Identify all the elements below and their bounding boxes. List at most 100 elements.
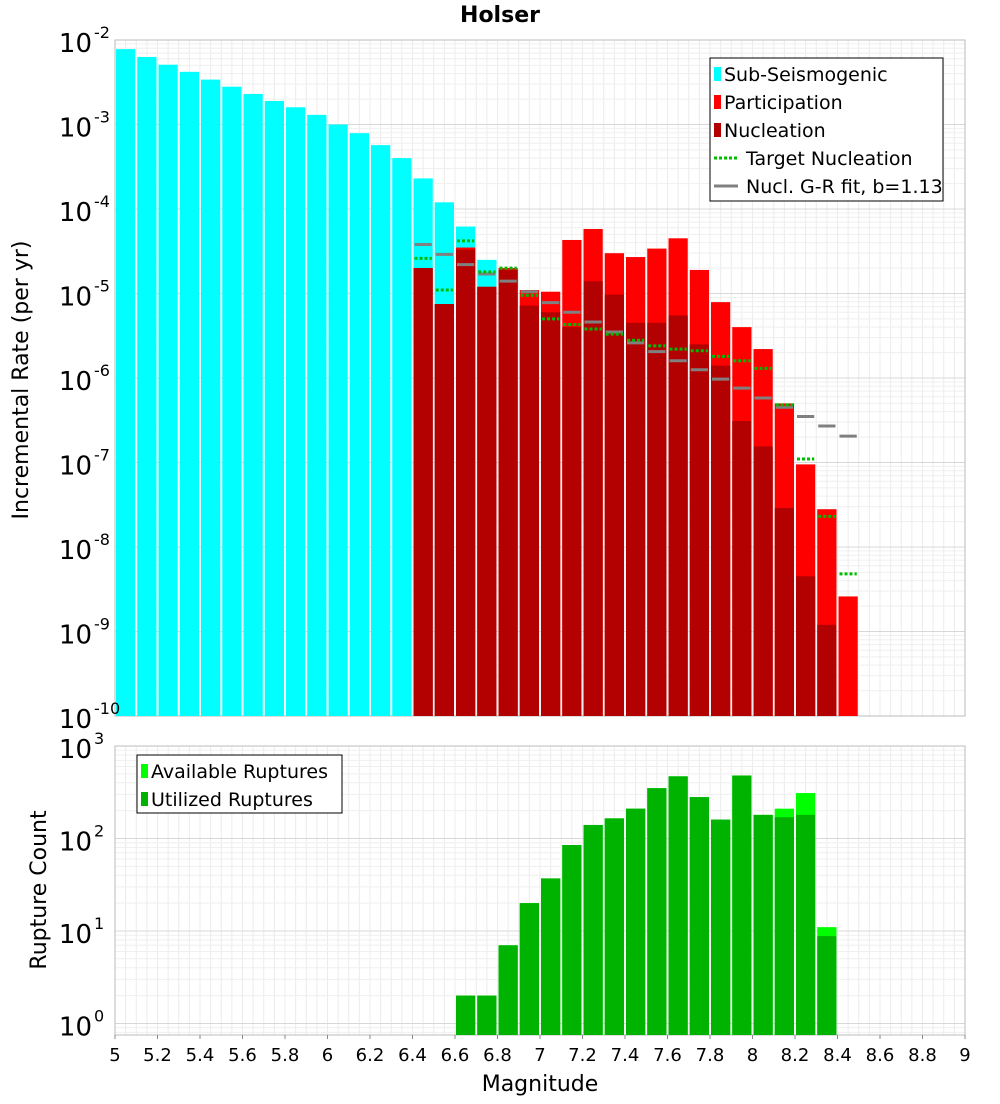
nucleation-bar (817, 624, 837, 716)
sub-seismogenic-bar (286, 107, 306, 717)
nucleation-bar (689, 344, 709, 716)
bottom-y-tick-exponent: 2 (94, 821, 104, 840)
nucleation-bar (668, 315, 688, 716)
utilized-ruptures-bar (456, 995, 476, 1035)
utilized-ruptures-bar (753, 814, 773, 1035)
bottom-legend-box (136, 754, 343, 814)
top-plot-frame (114, 39, 966, 717)
sub-seismogenic-bar (158, 64, 178, 716)
sub-seismogenic-bar (349, 133, 369, 716)
utilized-ruptures-bar (583, 824, 603, 1035)
top-y-tick-exponent: -2 (94, 23, 110, 42)
bottom-y-tick-label: 10 (59, 920, 92, 950)
x-tick-label: 7.2 (568, 1045, 597, 1066)
sub-seismogenic-bar (222, 86, 242, 716)
sub-seismogenic-bar (116, 49, 136, 717)
utilized-ruptures-bar (817, 936, 837, 1035)
top-legend-box (709, 57, 944, 202)
bottom-y-tick-exponent: 1 (94, 914, 104, 933)
nucleation-bar (796, 576, 816, 716)
utilized-ruptures-bar (668, 776, 688, 1035)
bottom-y-tick-label: 10 (59, 827, 92, 857)
bottom-legend-swatch (141, 792, 148, 806)
top-y-tick-label: 10 (59, 705, 92, 735)
top-legend-swatch (714, 67, 721, 81)
top-y-tick-label: 10 (59, 367, 92, 397)
utilized-ruptures-bar (626, 808, 646, 1035)
participation-bar (838, 596, 858, 716)
nucleation-bar (604, 294, 624, 716)
sub-seismogenic-bar (328, 124, 348, 716)
bottom-y-axis-label: Rupture Count (27, 810, 52, 970)
x-tick-label: 9 (959, 1045, 970, 1066)
bottom-y-tick-exponent: 3 (94, 729, 104, 748)
top-y-tick-label: 10 (59, 29, 92, 59)
x-axis-label: Magnitude (482, 1072, 599, 1097)
sub-seismogenic-bar (179, 71, 199, 716)
top-y-tick-exponent: -10 (94, 699, 120, 718)
utilized-ruptures-bar (519, 903, 539, 1035)
utilized-ruptures-bar (774, 817, 794, 1035)
x-tick-label: 5.8 (271, 1045, 300, 1066)
bottom-legend-swatch (141, 764, 148, 778)
x-tick-label: 5 (109, 1045, 120, 1066)
top-y-tick-label: 10 (59, 198, 92, 228)
sub-seismogenic-bar (307, 114, 327, 717)
bottom-y-tick-label: 10 (59, 1012, 92, 1042)
nucleation-bar (711, 365, 731, 716)
utilized-ruptures-bar (477, 995, 497, 1035)
chart-title: Holser (460, 3, 540, 28)
utilized-ruptures-bar (604, 818, 624, 1035)
x-tick-label: 8 (747, 1045, 758, 1066)
nucleation-bar (562, 327, 582, 716)
top-y-tick-label: 10 (59, 114, 92, 144)
x-tick-label: 8.4 (823, 1045, 852, 1066)
top-y-tick-exponent: -8 (94, 530, 110, 549)
sub-seismogenic-bar (201, 79, 221, 717)
top-y-tick-exponent: -6 (94, 361, 110, 380)
x-tick-label: 5.6 (228, 1045, 257, 1066)
nucleation-bar (519, 305, 539, 716)
utilized-ruptures-bar (689, 797, 709, 1035)
nucleation-bar (413, 268, 433, 716)
utilized-ruptures-bar (541, 878, 561, 1035)
utilized-ruptures-bar (498, 945, 518, 1035)
nucleation-bar (477, 286, 497, 716)
utilized-ruptures-bar (796, 814, 816, 1035)
x-tick-label: 6.4 (398, 1045, 427, 1066)
x-tick-label: 7.8 (696, 1045, 725, 1066)
x-tick-label: 6.8 (483, 1045, 512, 1066)
sub-seismogenic-bar (392, 158, 412, 717)
nucleation-bar (626, 322, 646, 716)
utilized-ruptures-bar (647, 788, 667, 1035)
top-y-axis-label: Incremental Rate (per yr) (9, 241, 34, 520)
x-tick-label: 5.2 (143, 1045, 172, 1066)
top-y-tick-exponent: -3 (94, 108, 110, 127)
top-legend-label: Target Nucleation (745, 148, 913, 170)
nucleation-bar (647, 322, 667, 716)
top-legend-label: Nucl. G-R fit, b=1.13 (746, 176, 943, 198)
sub-seismogenic-bar (264, 100, 284, 717)
utilized-ruptures-bar (562, 845, 582, 1035)
top-y-tick-exponent: -5 (94, 277, 110, 296)
bottom-y-tick-exponent: 0 (94, 1006, 104, 1025)
x-tick-label: 8.6 (866, 1045, 895, 1066)
nucleation-bar (732, 420, 752, 716)
x-tick-label: 6 (322, 1045, 333, 1066)
utilized-ruptures-bar (711, 819, 731, 1035)
nucleation-bar (541, 312, 561, 716)
x-tick-label: 6.2 (356, 1045, 385, 1066)
top-legend-swatch (714, 95, 721, 109)
nucleation-bar (434, 304, 454, 716)
bottom-legend-label: Available Ruptures (151, 761, 328, 783)
sub-seismogenic-bar (371, 145, 391, 717)
nucleation-bar (456, 249, 476, 716)
x-tick-label: 7.6 (653, 1045, 682, 1066)
top-legend-swatch (714, 123, 721, 137)
sub-seismogenic-bar (137, 56, 157, 716)
x-tick-label: 5.4 (186, 1045, 215, 1066)
top-y-tick-exponent: -9 (94, 615, 110, 634)
sub-seismogenic-bar (243, 93, 263, 716)
